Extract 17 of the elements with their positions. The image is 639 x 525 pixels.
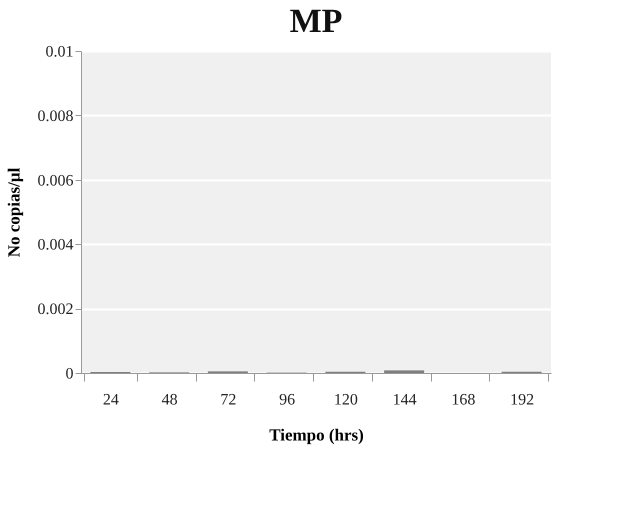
x-tick-label: 96 xyxy=(279,392,296,408)
y-tick-label: 0.01 xyxy=(46,44,74,60)
y-tick-label: 0.008 xyxy=(38,108,74,125)
x-tick-label: 144 xyxy=(392,392,417,408)
x-tick-label: 120 xyxy=(334,392,358,408)
chart-title: MP xyxy=(290,3,342,40)
x-tick-label: 48 xyxy=(162,392,178,408)
x-tick-label: 192 xyxy=(510,392,534,408)
x-tick-label: 168 xyxy=(451,392,476,408)
y-tick-label: 0 xyxy=(66,366,74,382)
x-tick-label: 24 xyxy=(102,392,119,408)
y-tick-label: 0.004 xyxy=(38,236,74,254)
x-axis-title: Tiempo (hrs) xyxy=(269,426,364,444)
y-axis-title: No copias/µl xyxy=(4,167,24,258)
y-tick-label: 0.006 xyxy=(38,172,74,190)
y-tick-label: 0.002 xyxy=(38,301,74,318)
x-tick-label: 72 xyxy=(220,392,236,408)
